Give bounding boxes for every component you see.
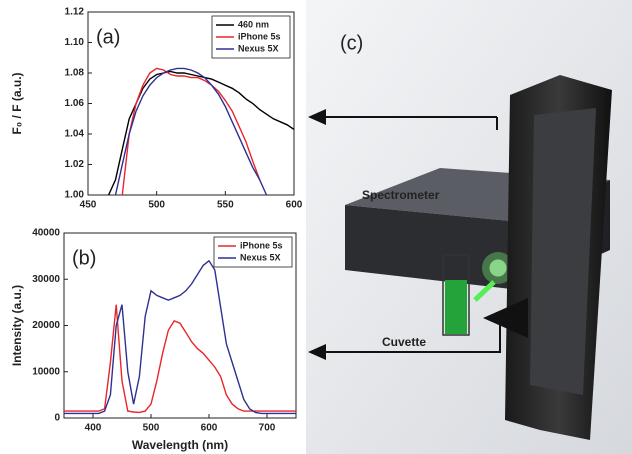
x-tick-label: 400 xyxy=(85,423,102,434)
x-tick-label: 550 xyxy=(217,200,234,211)
legend-text: 460 nm xyxy=(238,19,269,29)
arrow-to-b xyxy=(308,322,501,360)
detector-port xyxy=(488,258,508,278)
x-tick-label: 600 xyxy=(286,200,303,211)
legend-text: Nexus 5X xyxy=(238,43,279,53)
y-tick-label: 1.00 xyxy=(65,190,85,201)
legend-text: iPhone 5s xyxy=(238,31,281,41)
y-tick-label: 1.12 xyxy=(65,7,85,18)
x-tick-label: 600 xyxy=(201,423,218,434)
cuvette xyxy=(442,254,470,336)
emission-arrow xyxy=(473,280,496,302)
y-tick-label: 40000 xyxy=(32,228,60,239)
y-axis-label: Intensity (a.u.) xyxy=(10,285,24,366)
legend-box xyxy=(213,236,293,268)
glow xyxy=(482,252,514,284)
x-tick-label: 700 xyxy=(259,423,276,434)
y-tick-label: 30000 xyxy=(32,274,60,285)
y-tick-label: 1.06 xyxy=(65,98,85,109)
x-tick-label: 500 xyxy=(148,200,165,211)
series-line xyxy=(121,67,261,195)
chart-panel: 1.00 1.02 1.04 1.06 1.08 1.10 1.12 450 500 550 600… xyxy=(10,7,303,211)
spectrometer-label: Spectrometer xyxy=(362,188,440,202)
x-tick-label: 450 xyxy=(80,200,97,211)
y-tick-label: 1.02 xyxy=(65,159,85,170)
legend-text: Nexus 5X xyxy=(240,252,281,262)
y-tick-label: 1.10 xyxy=(65,37,85,48)
y-tick-label: 1.04 xyxy=(65,129,85,140)
series-line xyxy=(64,259,296,415)
panel-label: (a) xyxy=(96,26,120,48)
y-tick-label: 0 xyxy=(54,413,60,424)
legend-text: iPhone 5s xyxy=(240,240,283,250)
y-axis-label: F₀ / F (a.u.) xyxy=(10,72,24,134)
panel-label: (b) xyxy=(72,247,96,269)
phone-screen xyxy=(530,108,596,395)
cuvette-solution xyxy=(445,280,467,334)
cuvette-label: Cuvette xyxy=(382,335,426,349)
x-tick-label: 500 xyxy=(143,423,160,434)
panel-label: (c) xyxy=(340,32,363,54)
series-line xyxy=(114,67,268,195)
y-tick-label: 1.08 xyxy=(65,68,85,79)
y-tick-label: 10000 xyxy=(32,366,60,377)
spectrometer-front xyxy=(345,205,520,290)
series-line xyxy=(64,304,296,414)
y-tick-label: 20000 xyxy=(32,320,60,331)
chart-panel: 0 10000 20000 30000 40000 400 500 600 700 iPhone … xyxy=(10,228,297,452)
illustration: (c) Spectrometer Cuvette xyxy=(306,0,632,454)
x-axis-label: Wavelength (nm) xyxy=(132,438,228,452)
